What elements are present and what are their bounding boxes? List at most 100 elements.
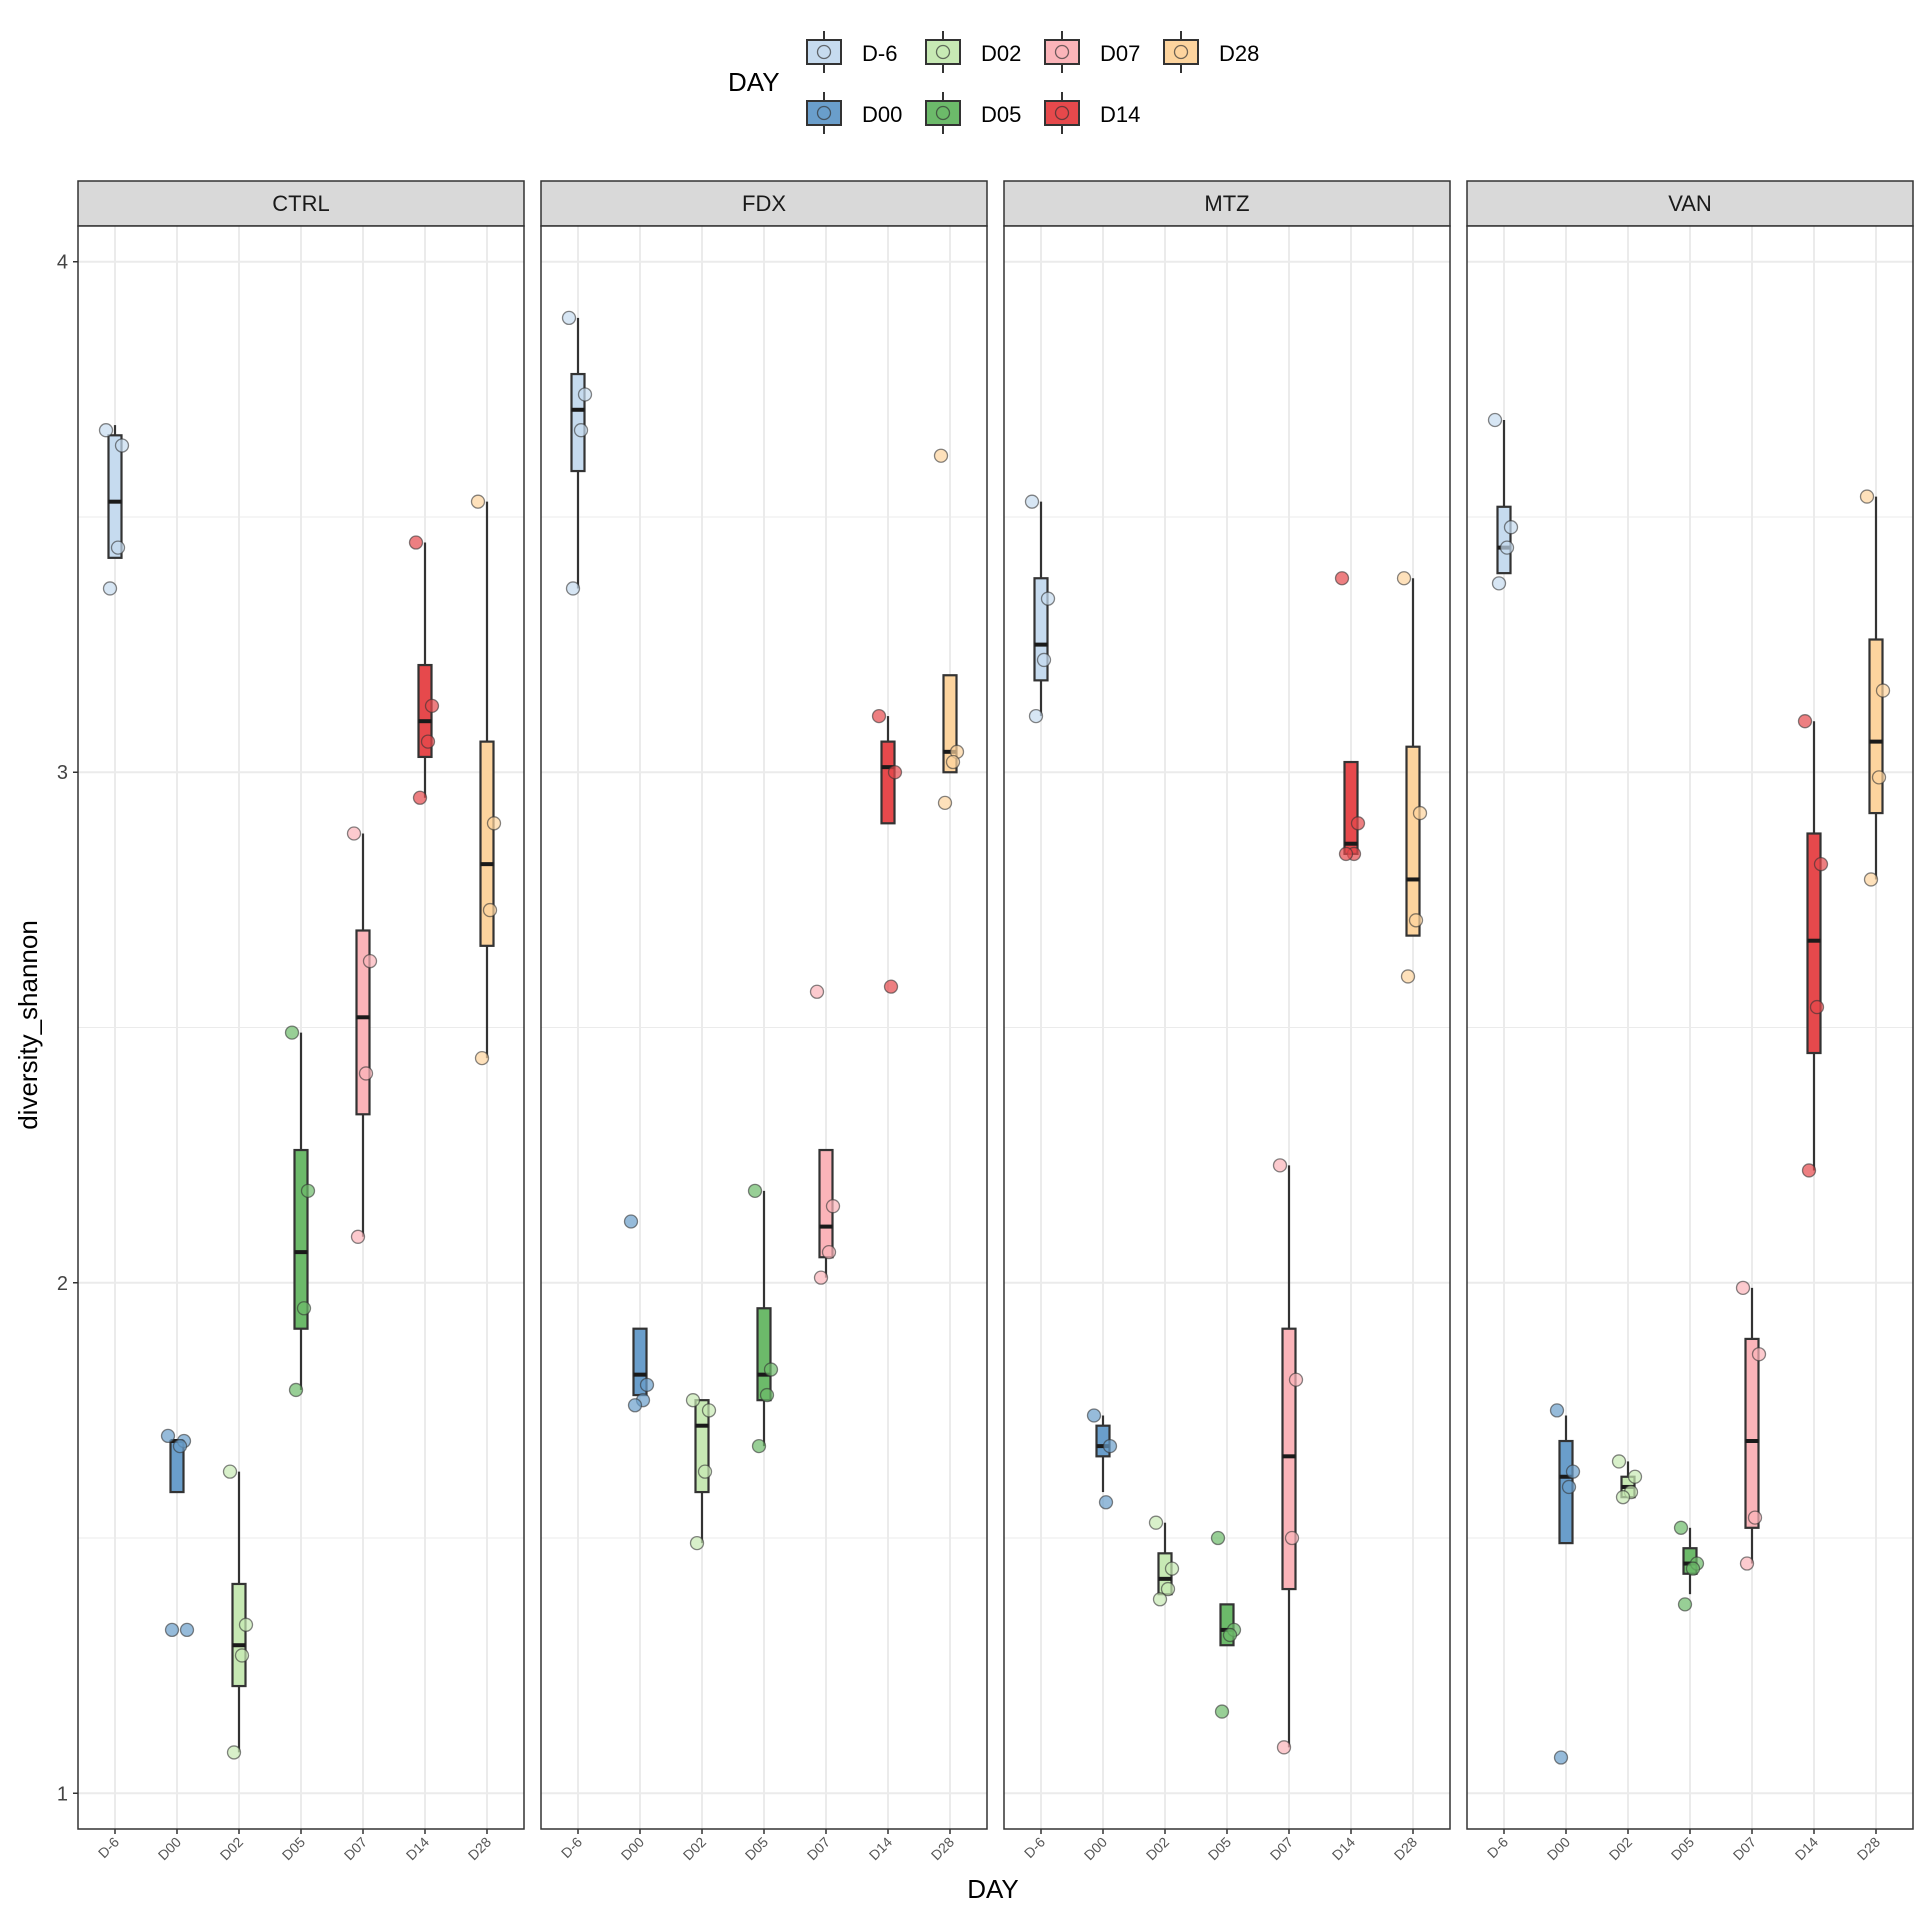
data-point xyxy=(408,535,424,550)
y-tick-label: 2 xyxy=(57,1273,68,1295)
data-point xyxy=(1400,969,1416,984)
data-point xyxy=(639,1377,655,1393)
x-tick-label: D14 xyxy=(403,1834,433,1864)
x-tick-label: D14 xyxy=(866,1834,896,1864)
data-point xyxy=(821,1244,837,1260)
x-tick-label: D02 xyxy=(217,1834,247,1864)
data-point xyxy=(751,1438,767,1454)
x-tick-label: D-6 xyxy=(558,1834,585,1861)
box-body xyxy=(1868,638,1884,815)
x-tick-label: D05 xyxy=(742,1834,772,1864)
x-tick-label: D07 xyxy=(804,1834,834,1864)
data-point xyxy=(1797,714,1813,729)
data-point xyxy=(362,953,378,969)
data-point xyxy=(1396,571,1412,586)
x-tick-label: D28 xyxy=(465,1834,495,1864)
box-van-d07 xyxy=(1744,1287,1760,1564)
y-tick-label: 3 xyxy=(57,762,68,784)
data-point xyxy=(114,438,130,453)
data-point xyxy=(1338,846,1354,862)
box-body xyxy=(1744,1337,1760,1529)
x-tick-label: D02 xyxy=(1143,1834,1173,1864)
x-tick-label: D02 xyxy=(1606,1834,1636,1864)
x-tick-label: D00 xyxy=(1081,1834,1111,1864)
x-tick-label: D00 xyxy=(155,1834,185,1864)
data-point xyxy=(412,790,428,805)
legend-key-d-6: D-6 xyxy=(806,31,897,73)
data-point xyxy=(486,816,502,831)
data-point xyxy=(482,902,498,918)
data-point xyxy=(1565,1464,1581,1479)
facet-strip xyxy=(77,180,525,227)
data-point xyxy=(1148,1515,1164,1530)
box-body xyxy=(231,1582,247,1688)
x-tick-label: D-6 xyxy=(1484,1834,1511,1861)
box-ctrl-d-6 xyxy=(107,425,123,559)
box-mtz-d14 xyxy=(1343,760,1359,856)
legend-title: DAY xyxy=(728,67,780,97)
facet-panel-van: VAN D-6 D00 D02 D05 D07 D14 D28 xyxy=(1466,180,1914,1864)
data-point xyxy=(350,1229,366,1244)
data-point xyxy=(1028,708,1044,724)
data-point xyxy=(300,1183,316,1199)
data-point xyxy=(424,698,440,714)
data-point xyxy=(1747,1510,1763,1525)
data-point xyxy=(871,708,887,724)
facet-strip-label: VAN xyxy=(1668,191,1712,216)
data-point xyxy=(565,581,581,596)
legend-label: D-6 xyxy=(862,41,897,66)
box-body xyxy=(880,740,896,825)
box-mtz-d07 xyxy=(1281,1165,1297,1748)
data-point xyxy=(1491,576,1507,591)
data-point xyxy=(1801,1163,1817,1178)
box-body xyxy=(1496,505,1512,575)
legend-key-d28: D28 xyxy=(1163,31,1259,73)
data-point xyxy=(933,448,949,463)
facet-panel-mtz: MTZ D-6 D00 D02 D05 D07 D14 D28 xyxy=(1003,180,1451,1864)
facet-panel-ctrl: CTRL D-6 D00 D02 D05 D07 D14 D28 xyxy=(77,180,525,1864)
data-point xyxy=(697,1464,713,1479)
data-point xyxy=(1553,1750,1569,1765)
facet-strip-label: MTZ xyxy=(1204,191,1249,216)
legend-key-d00: D00 xyxy=(806,92,902,134)
facet-panels: CTRL D-6 D00 D02 D05 D07 D14 D28 FDX D-6 D00 D02 D05… xyxy=(77,180,1914,1864)
data-point xyxy=(102,581,118,596)
y-tick-label: 1 xyxy=(57,1783,68,1805)
x-tick-label: D28 xyxy=(1391,1834,1421,1864)
x-tick-label: D14 xyxy=(1329,1834,1359,1864)
data-point xyxy=(759,1387,775,1403)
data-point xyxy=(358,1066,374,1081)
data-point xyxy=(937,795,953,811)
data-point xyxy=(1809,999,1825,1015)
data-point xyxy=(1611,1454,1627,1469)
data-point xyxy=(809,984,825,999)
data-point xyxy=(1499,540,1515,555)
legend-label: D28 xyxy=(1219,41,1259,66)
box-fdx-d14 xyxy=(880,716,896,825)
data-point xyxy=(1739,1556,1755,1571)
data-point xyxy=(887,765,903,780)
y-axis-title: diversity_shannon xyxy=(13,920,43,1130)
box-body xyxy=(107,434,123,559)
box-van-d28 xyxy=(1868,496,1884,880)
box-van-d14 xyxy=(1806,721,1822,1171)
data-point xyxy=(179,1622,195,1638)
data-point xyxy=(1036,652,1052,668)
data-point xyxy=(284,1025,300,1040)
data-point xyxy=(623,1214,639,1229)
box-body xyxy=(1281,1327,1297,1591)
data-point xyxy=(627,1398,643,1413)
data-point xyxy=(1677,1597,1693,1612)
data-point xyxy=(1086,1408,1102,1423)
data-point xyxy=(1276,1740,1292,1755)
data-point xyxy=(474,1050,490,1066)
x-tick-label: D28 xyxy=(928,1834,958,1864)
x-tick-label: D05 xyxy=(1668,1834,1698,1864)
data-point xyxy=(1152,1592,1168,1607)
data-point xyxy=(172,1438,188,1454)
data-point xyxy=(1288,1372,1304,1387)
data-point xyxy=(1813,856,1829,872)
data-point xyxy=(1859,489,1875,504)
data-point xyxy=(1272,1158,1288,1173)
